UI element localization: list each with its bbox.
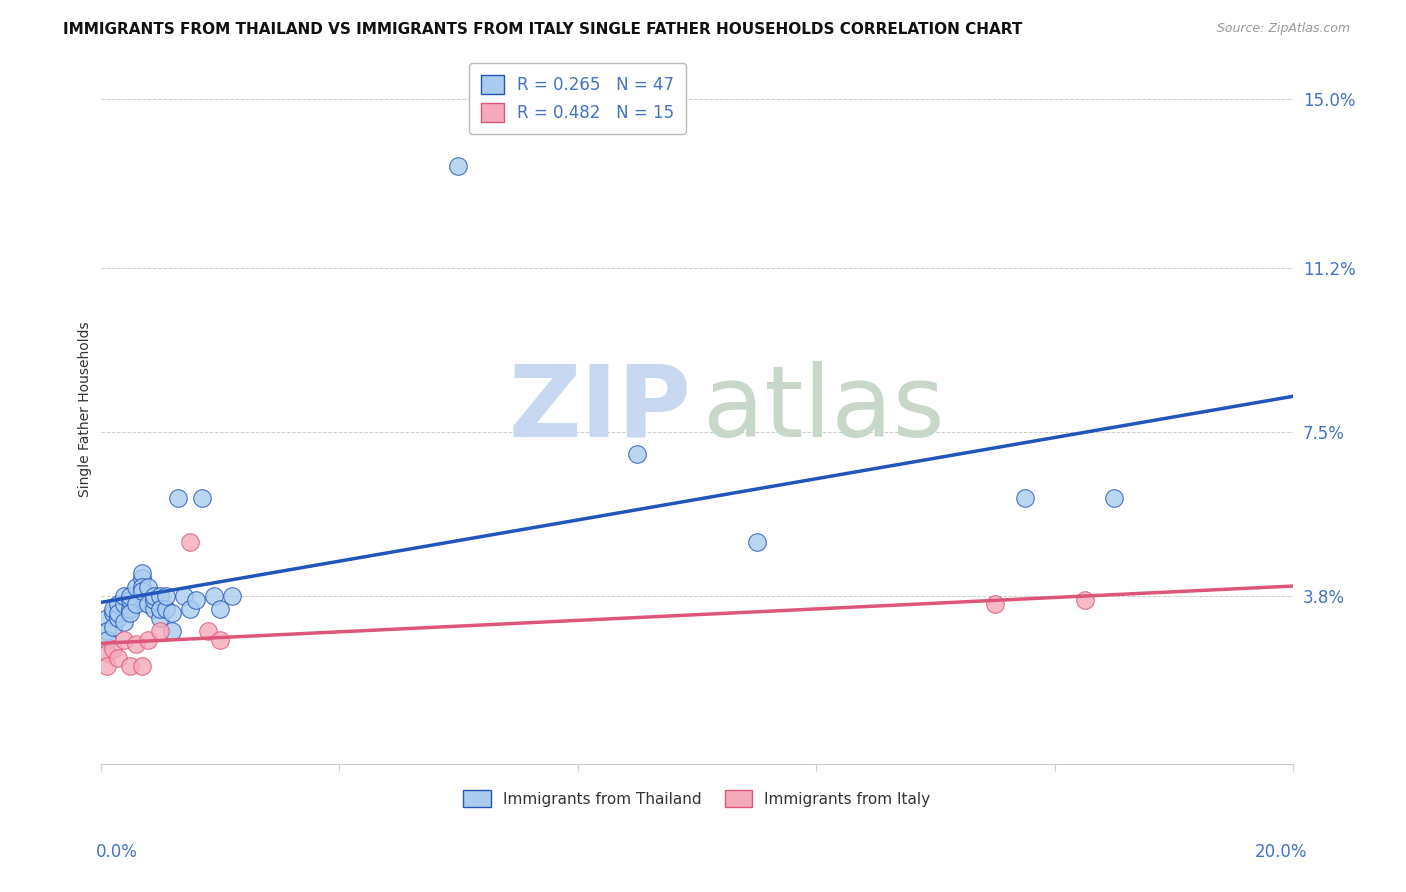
- Point: [1073, 593, 1095, 607]
- Point: [167, 491, 190, 505]
- Point: [173, 589, 195, 603]
- Point: [149, 589, 172, 603]
- Point: [114, 598, 136, 612]
- Point: [131, 659, 153, 673]
- Point: [120, 602, 142, 616]
- Point: [120, 606, 142, 620]
- Point: [101, 606, 124, 620]
- Text: IMMIGRANTS FROM THAILAND VS IMMIGRANTS FROM ITALY SINGLE FATHER HOUSEHOLDS CORRE: IMMIGRANTS FROM THAILAND VS IMMIGRANTS F…: [63, 22, 1022, 37]
- Point: [1104, 491, 1126, 505]
- Point: [626, 447, 648, 461]
- Point: [131, 580, 153, 594]
- Point: [208, 602, 231, 616]
- Point: [96, 646, 118, 660]
- Point: [96, 659, 118, 673]
- Point: [114, 615, 136, 629]
- Point: [136, 632, 159, 647]
- Point: [120, 593, 142, 607]
- Point: [447, 159, 470, 173]
- Point: [1014, 491, 1036, 505]
- Point: [202, 589, 225, 603]
- Point: [96, 610, 118, 624]
- Point: [149, 602, 172, 616]
- Point: [131, 566, 153, 581]
- Point: [136, 598, 159, 612]
- Point: [131, 584, 153, 599]
- Point: [191, 491, 214, 505]
- Point: [125, 637, 148, 651]
- Point: [96, 624, 118, 638]
- Point: [143, 593, 166, 607]
- Point: [155, 602, 177, 616]
- Point: [745, 535, 768, 549]
- Point: [107, 606, 129, 620]
- Point: [143, 602, 166, 616]
- Y-axis label: Single Father Households: Single Father Households: [79, 322, 93, 498]
- Point: [149, 610, 172, 624]
- Point: [107, 610, 129, 624]
- Text: Source: ZipAtlas.com: Source: ZipAtlas.com: [1216, 22, 1350, 36]
- Point: [114, 589, 136, 603]
- Point: [101, 641, 124, 656]
- Text: 0.0%: 0.0%: [96, 843, 138, 861]
- Point: [120, 659, 142, 673]
- Point: [107, 598, 129, 612]
- Point: [114, 632, 136, 647]
- Point: [197, 624, 219, 638]
- Point: [131, 571, 153, 585]
- Point: [143, 589, 166, 603]
- Text: ZIP: ZIP: [508, 361, 690, 458]
- Point: [155, 589, 177, 603]
- Point: [184, 593, 207, 607]
- Text: 20.0%: 20.0%: [1256, 843, 1308, 861]
- Point: [208, 632, 231, 647]
- Point: [107, 650, 129, 665]
- Point: [101, 619, 124, 633]
- Point: [179, 602, 201, 616]
- Point: [96, 632, 118, 647]
- Point: [984, 598, 1007, 612]
- Point: [160, 624, 183, 638]
- Point: [101, 602, 124, 616]
- Point: [120, 589, 142, 603]
- Point: [136, 580, 159, 594]
- Point: [179, 535, 201, 549]
- Point: [125, 580, 148, 594]
- Point: [125, 598, 148, 612]
- Point: [160, 606, 183, 620]
- Point: [149, 624, 172, 638]
- Text: atlas: atlas: [703, 361, 945, 458]
- Point: [221, 589, 243, 603]
- Legend: Immigrants from Thailand, Immigrants from Italy: Immigrants from Thailand, Immigrants fro…: [454, 780, 939, 816]
